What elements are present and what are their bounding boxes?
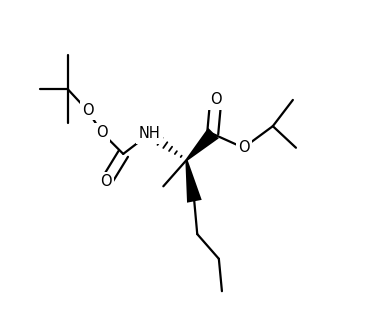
Text: O: O xyxy=(96,125,108,140)
Text: NH: NH xyxy=(139,126,160,141)
Text: O: O xyxy=(100,174,112,189)
Polygon shape xyxy=(186,129,217,160)
Text: O: O xyxy=(82,103,94,118)
Text: O: O xyxy=(238,140,249,155)
Text: O: O xyxy=(210,92,221,107)
Polygon shape xyxy=(186,160,200,201)
